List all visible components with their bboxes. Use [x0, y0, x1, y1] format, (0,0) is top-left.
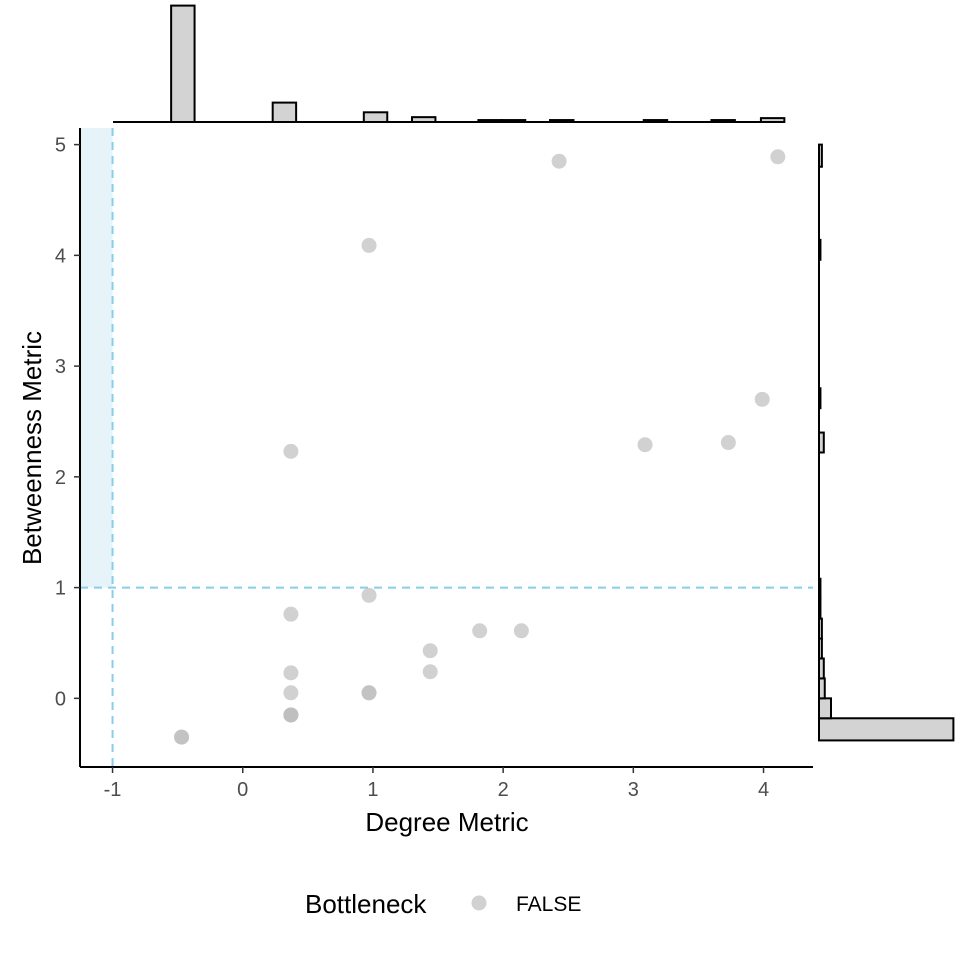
top-histogram-bar	[271, 101, 298, 123]
right-histogram-bar	[818, 387, 822, 410]
x-axis-title: Degree Metric	[365, 807, 528, 837]
data-point	[422, 664, 438, 680]
data-point	[283, 665, 299, 681]
right-histogram-bar	[818, 637, 823, 660]
data-point	[361, 587, 377, 603]
data-point	[283, 707, 299, 723]
x-tick-label: 1	[367, 779, 378, 801]
y-tick-label: 4	[55, 245, 66, 267]
data-point	[422, 643, 438, 659]
data-point	[770, 149, 786, 165]
x-tick-label: -1	[104, 779, 122, 801]
right-histogram-bar	[818, 143, 823, 168]
right-marginal-histogram	[818, 143, 955, 742]
data-point	[283, 685, 299, 701]
right-histogram-bar	[818, 617, 823, 640]
legend-swatch-false	[471, 895, 487, 911]
right-histogram-bar	[818, 597, 822, 620]
data-point	[472, 623, 488, 639]
x-tick-label: 0	[237, 779, 248, 801]
right-histogram-bar	[818, 238, 822, 261]
shaded-region	[80, 128, 113, 588]
scatter-points-layer	[174, 149, 786, 745]
top-histogram-bar	[170, 4, 196, 124]
top-histogram-bar	[710, 119, 736, 123]
top-marginal-histogram	[113, 4, 786, 124]
x-tick-label: 2	[498, 779, 509, 801]
y-tick-label: 3	[55, 356, 66, 378]
right-histogram-bar	[818, 717, 955, 742]
axes-layer	[79, 128, 813, 768]
right-histogram-bar	[818, 577, 822, 600]
y-tick-label: 2	[55, 467, 66, 489]
data-point	[754, 391, 770, 407]
x-tick-label: 4	[758, 779, 769, 801]
legend-title: Bottleneck	[305, 889, 427, 919]
y-axis-title: Betweenness Metric	[17, 331, 47, 565]
legend: Bottleneck FALSE	[305, 889, 581, 919]
legend-label-false: FALSE	[516, 893, 581, 916]
tick-labels-layer: -1 0 1 2 3 4 0 1 2 3 4 5	[55, 135, 769, 801]
top-histogram-bar	[549, 119, 575, 123]
top-histogram-bar	[410, 116, 437, 124]
top-histogram-bar	[362, 111, 389, 124]
data-point	[283, 606, 299, 622]
data-point	[361, 685, 377, 701]
right-histogram-bar	[818, 657, 825, 680]
top-histogram-bar	[500, 119, 527, 123]
y-tick-label: 0	[55, 688, 66, 710]
right-histogram-bar	[818, 697, 832, 720]
data-point	[637, 437, 653, 453]
top-histogram-bar	[759, 117, 786, 124]
top-histogram-bar	[642, 119, 669, 123]
data-point	[174, 729, 190, 745]
threshold-lines-layer	[80, 128, 813, 767]
x-tick-label: 3	[628, 779, 639, 801]
data-point	[551, 153, 567, 169]
right-histogram-bar	[818, 431, 825, 454]
y-tick-label: 1	[55, 578, 66, 600]
y-tick-label: 5	[55, 135, 66, 157]
data-point	[361, 237, 377, 253]
top-histogram-bar	[477, 119, 503, 123]
data-point	[720, 435, 736, 451]
shaded-region-layer	[80, 128, 113, 588]
right-histogram-bar	[818, 677, 826, 700]
data-point	[283, 443, 299, 459]
data-point	[513, 623, 529, 639]
